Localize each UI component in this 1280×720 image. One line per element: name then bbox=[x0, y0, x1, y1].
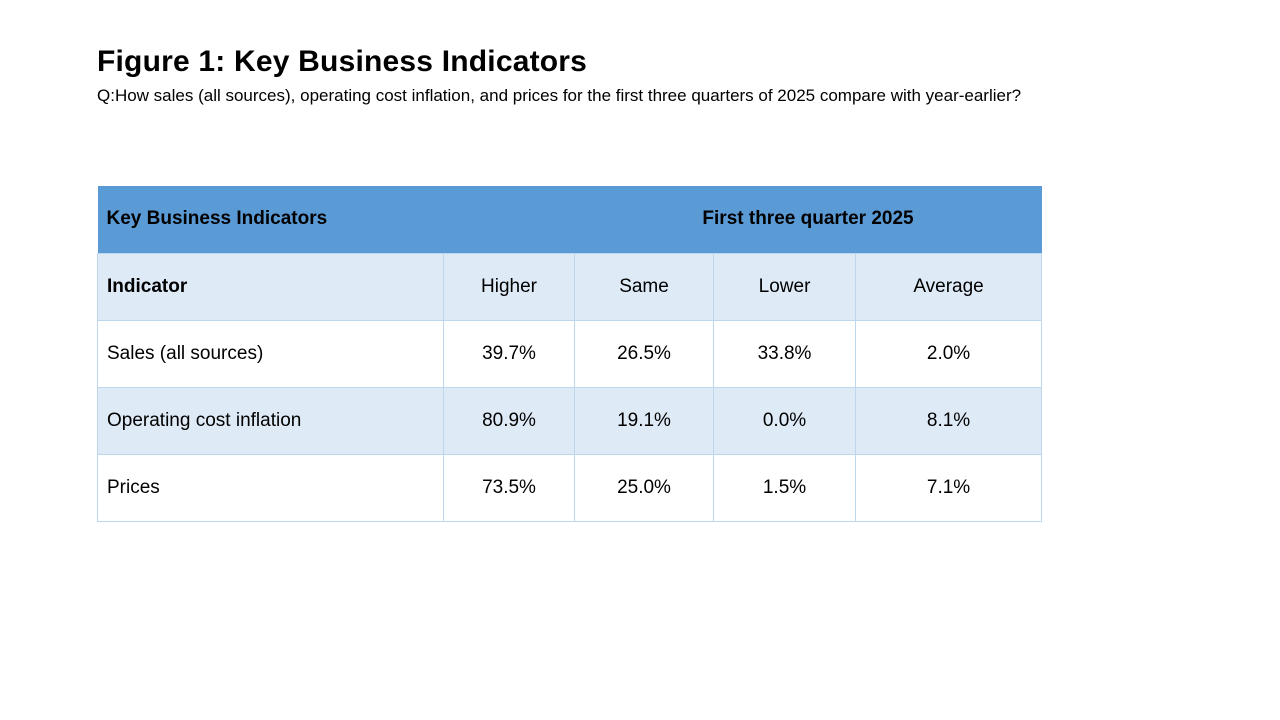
cell-average: 2.0% bbox=[855, 319, 1043, 388]
col-header-same: Same bbox=[574, 252, 715, 321]
cell-same: 25.0% bbox=[574, 453, 715, 522]
cell-indicator: Operating cost inflation bbox=[97, 386, 444, 455]
cell-average: 7.1% bbox=[855, 453, 1043, 522]
table-title-right: First three quarter 2025 bbox=[574, 186, 1042, 253]
table-row-prices: Prices 73.5% 25.0% 1.5% 7.1% bbox=[97, 453, 1043, 522]
col-header-lower: Lower bbox=[713, 252, 857, 321]
cell-higher: 80.9% bbox=[442, 386, 576, 455]
cell-indicator: Sales (all sources) bbox=[97, 319, 444, 388]
indicators-table: Key Business Indicators First three quar… bbox=[97, 186, 1043, 522]
table-title-left: Key Business Indicators bbox=[97, 186, 575, 253]
cell-higher: 73.5% bbox=[442, 453, 576, 522]
cell-lower: 0.0% bbox=[713, 386, 857, 455]
table-title-row: Key Business Indicators First three quar… bbox=[97, 186, 1042, 253]
cell-average: 8.1% bbox=[855, 386, 1043, 455]
table-row-sales: Sales (all sources) 39.7% 26.5% 33.8% 2.… bbox=[97, 319, 1043, 388]
column-header-row: Indicator Higher Same Lower Average bbox=[97, 252, 1043, 321]
table-row-operating-cost: Operating cost inflation 80.9% 19.1% 0.0… bbox=[97, 386, 1043, 455]
cell-lower: 1.5% bbox=[713, 453, 857, 522]
col-header-indicator: Indicator bbox=[97, 252, 444, 321]
cell-lower: 33.8% bbox=[713, 319, 857, 388]
cell-same: 19.1% bbox=[574, 386, 715, 455]
col-header-average: Average bbox=[855, 252, 1043, 321]
col-header-higher: Higher bbox=[442, 252, 576, 321]
cell-higher: 39.7% bbox=[442, 319, 576, 388]
page-title: Figure 1: Key Business Indicators bbox=[97, 45, 588, 78]
cell-indicator: Prices bbox=[97, 453, 444, 522]
cell-same: 26.5% bbox=[574, 319, 715, 388]
figure-question: Q:How sales (all sources), operating cos… bbox=[97, 86, 1022, 105]
